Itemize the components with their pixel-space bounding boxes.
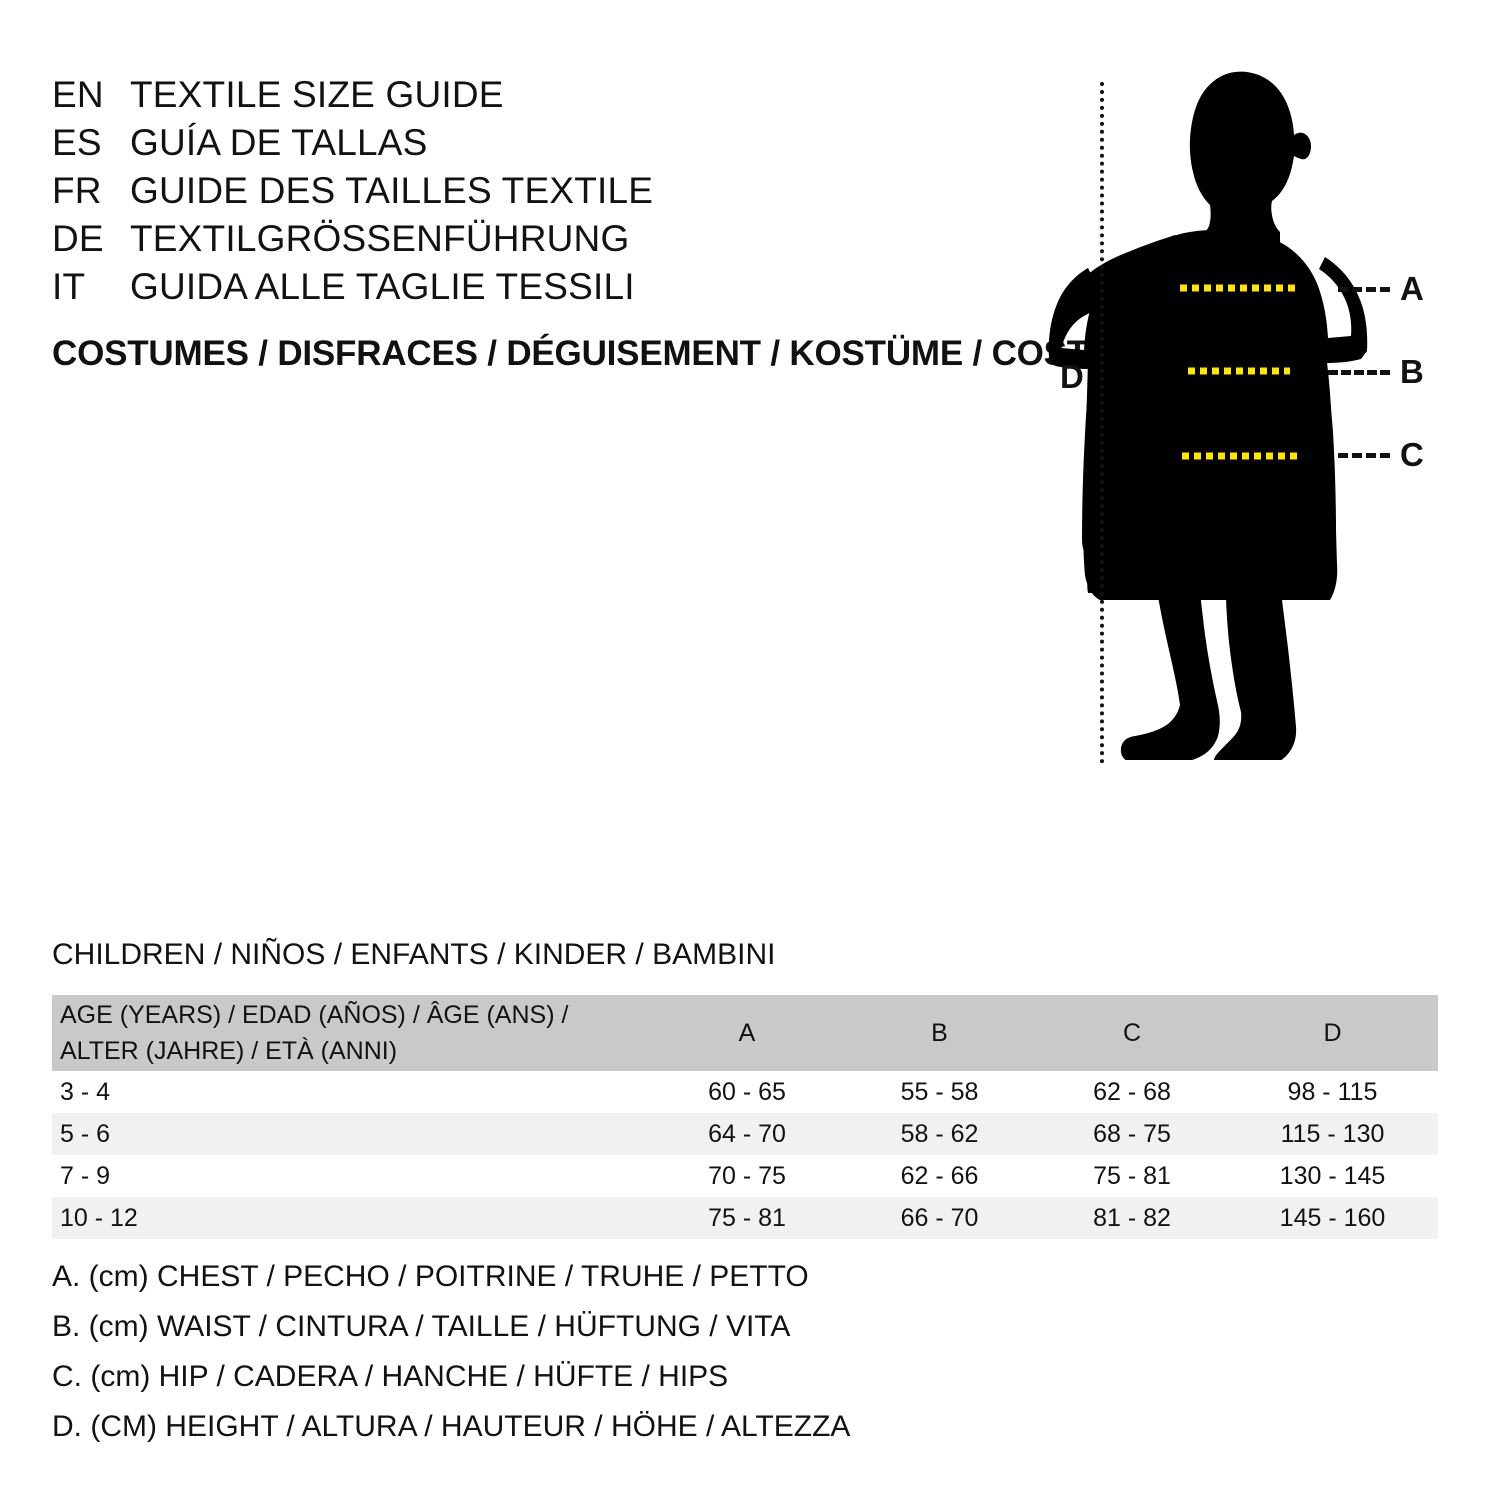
cell-age: 7 - 9 xyxy=(60,1161,111,1190)
legend-item-chest: A. (cm) CHEST / PECHO / POITRINE / TRUHE… xyxy=(52,1260,809,1293)
cell-hip: 68 - 75 xyxy=(1093,1119,1171,1148)
cell-age: 3 - 4 xyxy=(60,1077,111,1106)
measurement-legend: A. (cm) CHEST / PECHO / POITRINE / TRUHE… xyxy=(52,1252,952,1452)
cell-age: 5 - 6 xyxy=(60,1119,111,1148)
cell-height: 145 - 160 xyxy=(1279,1203,1386,1232)
cell-chest: 64 - 70 xyxy=(708,1119,786,1148)
cell-waist: 58 - 62 xyxy=(900,1119,979,1148)
language-row-it: IT GUIDA ALLE TAGLIE TESSILI xyxy=(52,266,672,314)
chest-leader-line xyxy=(1338,287,1390,292)
child-silhouette-icon xyxy=(1048,71,1368,760)
language-code: ES xyxy=(52,122,102,163)
language-title: TEXTILE SIZE GUIDE xyxy=(130,74,504,115)
language-row-de: DE TEXTILGRÖSSENFÜHRUNG xyxy=(52,218,672,266)
height-label-d: D xyxy=(1060,358,1084,395)
cell-chest: 60 - 65 xyxy=(708,1077,786,1106)
cell-waist: 62 - 66 xyxy=(900,1161,979,1190)
cell-age: 10 - 12 xyxy=(60,1203,138,1232)
measurement-diagram: D A B C xyxy=(1030,60,1480,764)
language-row-en: EN TEXTILE SIZE GUIDE xyxy=(52,74,672,122)
language-code: FR xyxy=(52,170,102,211)
cell-hip: 62 - 68 xyxy=(1093,1077,1171,1106)
cell-hip: 81 - 82 xyxy=(1093,1203,1171,1232)
cell-waist: 55 - 58 xyxy=(900,1077,979,1106)
cell-chest: 75 - 81 xyxy=(708,1203,786,1232)
column-header-b: B xyxy=(931,1018,948,1047)
language-row-es: ES GUÍA DE TALLAS xyxy=(52,122,672,170)
cell-hip: 75 - 81 xyxy=(1093,1161,1171,1190)
table-row: 5 - 6 64 - 70 58 - 62 68 - 75 115 - 130 xyxy=(52,1113,1438,1155)
size-chart-table: AGE (YEARS) / EDAD (AÑOS) / ÂGE (ANS) / … xyxy=(52,995,1438,1239)
language-row-fr: FR GUIDE DES TAILLES TEXTILE xyxy=(52,170,672,218)
cell-height: 98 - 115 xyxy=(1287,1077,1378,1106)
chest-label-a: A xyxy=(1400,270,1424,307)
language-list: EN TEXTILE SIZE GUIDE ES GUÍA DE TALLAS … xyxy=(52,74,672,314)
column-header-c: C xyxy=(1122,1018,1142,1047)
age-header-line-1: AGE (YEARS) / EDAD (AÑOS) / ÂGE (ANS) / xyxy=(60,1000,569,1029)
table-header-row: AGE (YEARS) / EDAD (AÑOS) / ÂGE (ANS) / … xyxy=(52,995,1438,1071)
costume-category-subtitle: COSTUMES / DISFRACES / DÉGUISEMENT / KOS… xyxy=(52,334,1152,373)
language-title: GUÍA DE TALLAS xyxy=(130,122,428,163)
table-row: 10 - 12 75 - 81 66 - 70 81 - 82 145 - 16… xyxy=(52,1197,1438,1239)
cell-height: 115 - 130 xyxy=(1280,1119,1385,1148)
height-reference-line xyxy=(1100,82,1104,764)
age-header-line-2: ALTER (JAHRE) / ETÀ (ANNI) xyxy=(60,1037,398,1065)
hip-label-c: C xyxy=(1400,436,1424,473)
legend-item-hip: C. (cm) HIP / CADERA / HANCHE / HÜFTE / … xyxy=(52,1360,729,1393)
table-row: 3 - 4 60 - 65 55 - 58 62 - 68 98 - 115 xyxy=(52,1071,1438,1113)
column-header-a: A xyxy=(738,1018,756,1047)
legend-item-height: D. (CM) HEIGHT / ALTURA / HAUTEUR / HÖHE… xyxy=(52,1410,851,1443)
language-code: DE xyxy=(52,218,104,259)
language-title: GUIDA ALLE TAGLIE TESSILI xyxy=(130,266,635,307)
legend-item-waist: B. (cm) WAIST / CINTURA / TAILLE / HÜFTU… xyxy=(52,1310,791,1343)
language-code: EN xyxy=(52,74,104,115)
hip-leader-line xyxy=(1338,453,1390,458)
waist-leader-line xyxy=(1328,370,1390,375)
language-title: TEXTILGRÖSSENFÜHRUNG xyxy=(130,218,630,259)
column-header-age: AGE (YEARS) / EDAD (AÑOS) / ÂGE (ANS) / … xyxy=(52,995,652,1071)
cell-waist: 66 - 70 xyxy=(900,1203,979,1232)
waist-label-b: B xyxy=(1400,353,1424,390)
cell-chest: 70 - 75 xyxy=(708,1161,786,1190)
language-code: IT xyxy=(52,266,86,307)
table-row: 7 - 9 70 - 75 62 - 66 75 - 81 130 - 145 xyxy=(52,1155,1438,1197)
language-title: GUIDE DES TAILLES TEXTILE xyxy=(130,170,654,211)
table-caption: CHILDREN / NIÑOS / ENFANTS / KINDER / BA… xyxy=(52,938,776,971)
column-header-d: D xyxy=(1323,1018,1342,1047)
cell-height: 130 - 145 xyxy=(1279,1161,1386,1190)
